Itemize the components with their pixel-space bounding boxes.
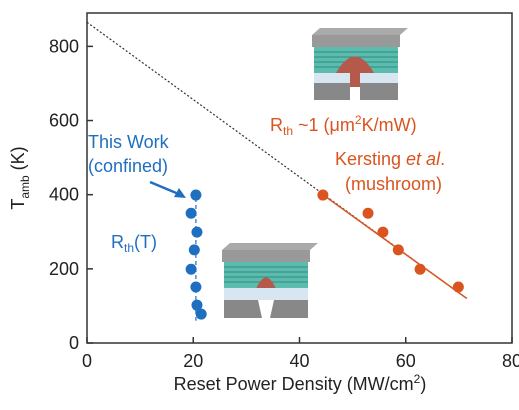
- annotation: This Work: [88, 132, 170, 152]
- point: [191, 227, 202, 238]
- subscript: th: [124, 241, 134, 255]
- text: ): [420, 374, 426, 394]
- text: T: [8, 199, 28, 210]
- point: [190, 190, 201, 201]
- text: (T): [134, 232, 157, 252]
- subscript: amb: [18, 175, 32, 199]
- text: K/mW): [362, 115, 417, 135]
- point: [189, 244, 200, 255]
- inset-confined: [222, 243, 318, 318]
- y-axis-label: Tamb (K): [8, 146, 32, 209]
- x-tick-label: 20: [183, 351, 203, 371]
- inset-mushroom: [312, 28, 408, 100]
- point: [377, 227, 388, 238]
- x-tick-label: 60: [396, 351, 416, 371]
- point: [317, 190, 328, 201]
- point: [453, 282, 464, 293]
- x-tick-label: 80: [502, 351, 519, 371]
- y-tick-label: 800: [49, 36, 79, 56]
- y-tick-label: 600: [49, 111, 79, 131]
- text: Kersting: [335, 149, 406, 169]
- y-tick-label: 0: [69, 333, 79, 353]
- point: [190, 282, 201, 293]
- annotation: (mushroom): [345, 174, 442, 194]
- y-tick-label: 200: [49, 259, 79, 279]
- text: (K): [8, 146, 28, 175]
- annotation: Rth ~1 (μm2K/mW): [270, 113, 417, 138]
- point: [186, 208, 197, 219]
- text: et al: [406, 149, 441, 169]
- annotation: Rth(T): [111, 232, 157, 255]
- annotation: (confined): [88, 156, 168, 176]
- point: [186, 264, 197, 275]
- text: R: [270, 115, 283, 135]
- y-tick-label: 400: [49, 185, 79, 205]
- annotation: Kersting et al.: [335, 149, 445, 169]
- subscript: th: [283, 124, 293, 138]
- point: [393, 244, 404, 255]
- point: [363, 208, 374, 219]
- text: R: [111, 232, 124, 252]
- chart: This Work (confined) Rth(T) Rth ~1 (μm2K…: [0, 0, 519, 405]
- text: Reset Power Density (MW/cm: [174, 374, 414, 394]
- point: [196, 309, 207, 320]
- x-axis-label: Reset Power Density (MW/cm2): [174, 372, 427, 394]
- x-tick-label: 40: [289, 351, 309, 371]
- point: [415, 264, 426, 275]
- x-tick-label: 0: [82, 351, 92, 371]
- text: ~1 (μm: [293, 115, 355, 135]
- text: .: [440, 149, 445, 169]
